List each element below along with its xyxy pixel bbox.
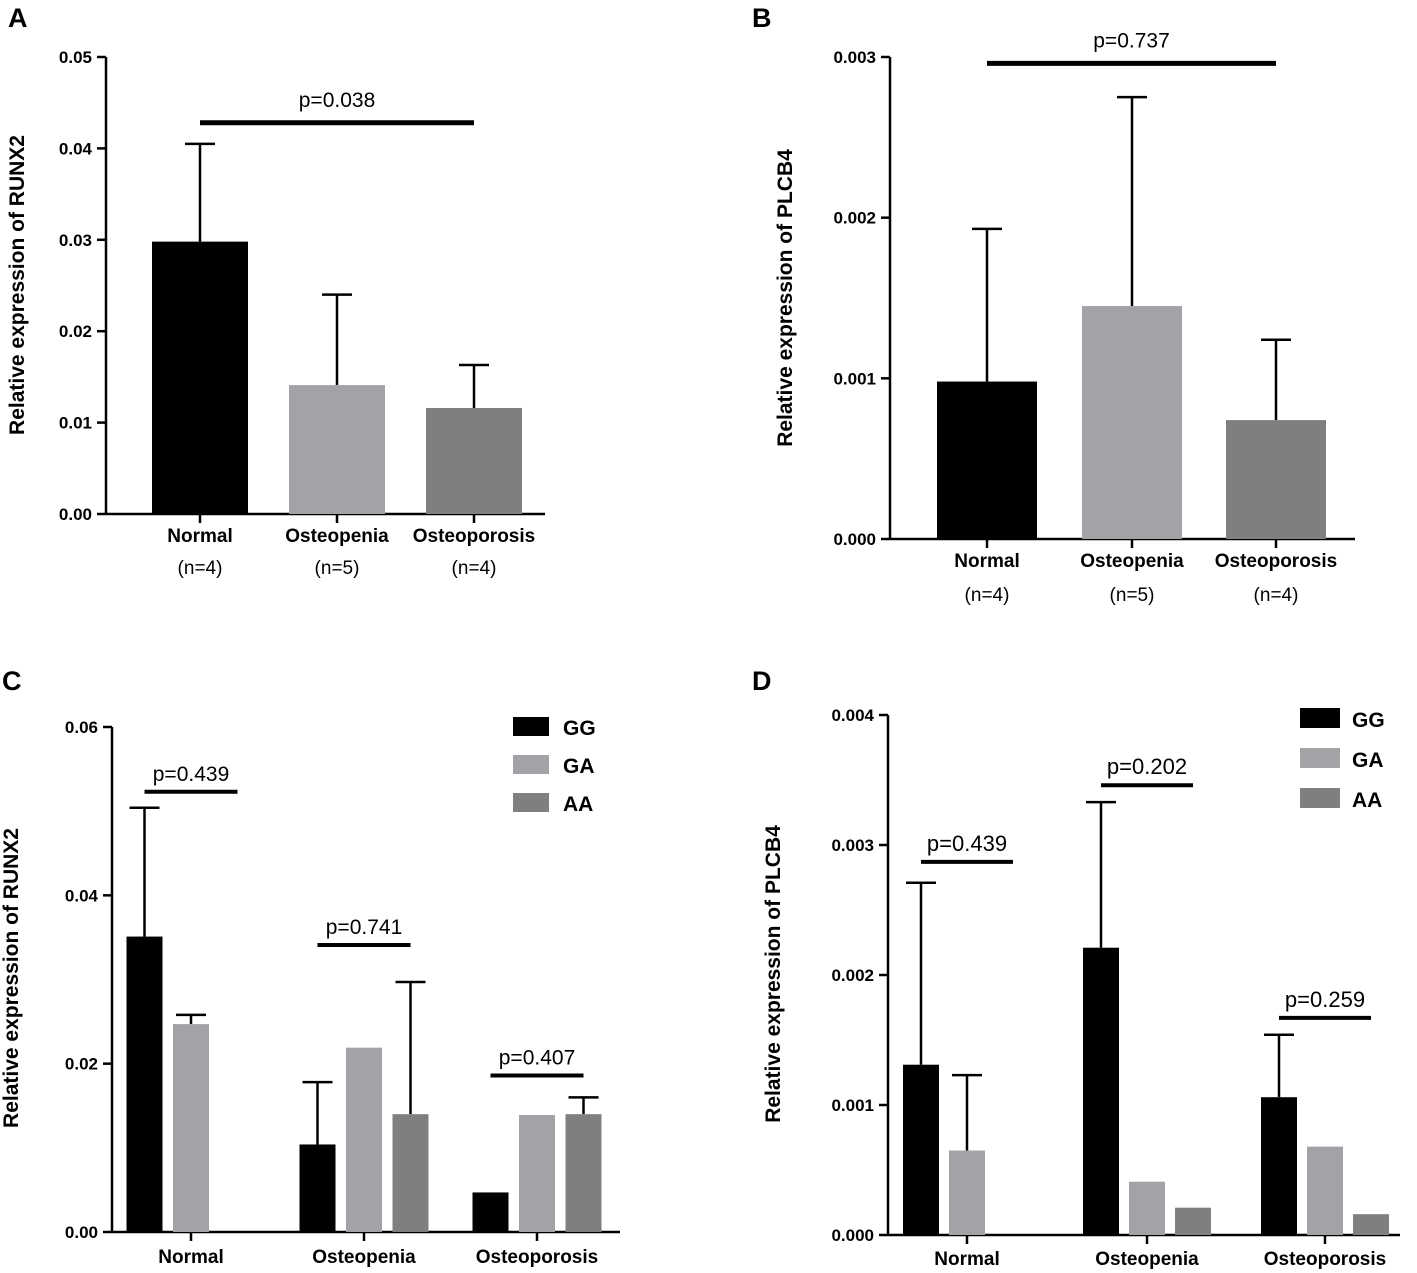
x-category-label: Osteoporosis [1264,1249,1386,1270]
panel-label-b: B [752,3,772,33]
x-category-label: Normal [934,1249,999,1270]
bar-gg-normal [903,1064,939,1235]
y-tick-label: 0.001 [833,369,876,388]
y-axis-label: Relative expression of RUNX2 [6,135,29,435]
y-axis-label: Relative expression of PLCB4 [774,149,797,447]
bar-ga-osteopenia [346,1047,382,1232]
x-sample-size-label: (n=4) [178,558,223,579]
bar-osteoporosis [426,407,522,514]
bar-aa-osteopenia [392,1114,429,1232]
y-axis-label: Relative expression of PLCB4 [762,825,785,1123]
legend-swatch-aa [1300,788,1340,808]
legend-swatch-gg [513,717,549,736]
y-tick-label: 0.001 [831,1096,874,1115]
bar-aa-osteoporosis [565,1114,602,1232]
p-value-label: p=0.259 [1285,987,1365,1012]
p-value-label: p=0.439 [153,763,230,786]
x-sample-size-label: (n=5) [315,558,360,579]
bar-osteopenia [1082,306,1182,539]
x-category-label: Osteoporosis [413,526,535,547]
bar-ga-osteoporosis [1307,1146,1343,1235]
y-tick-label: 0.000 [833,530,876,549]
bar-ga-osteopenia [1129,1181,1165,1235]
bar-gg-osteopenia [1083,947,1119,1235]
y-tick-label: 0.003 [833,48,876,67]
panel-label-a: A [8,3,28,33]
p-value-label: p=0.741 [326,916,403,939]
p-value-label: p=0.439 [927,831,1007,856]
y-tick-label: 0.01 [59,414,92,433]
x-category-label: Osteopenia [285,526,389,547]
panel-label-d: D [752,666,772,696]
y-tick-label: 0.05 [59,48,92,67]
legend-label-aa: AA [563,793,593,816]
x-category-label: Osteoporosis [476,1247,598,1268]
y-tick-label: 0.03 [59,231,92,250]
x-category-label: Normal [158,1247,223,1268]
legend-swatch-aa [513,793,549,812]
y-tick-label: 0.04 [65,886,99,905]
y-tick-label: 0.003 [831,836,874,855]
x-category-label: Normal [167,526,232,547]
legend-swatch-gg [1300,708,1340,728]
y-tick-label: 0.000 [831,1226,874,1245]
legend-swatch-ga [1300,748,1340,768]
bar-gg-osteopenia [299,1144,336,1232]
x-sample-size-label: (n=5) [1110,585,1155,606]
bar-ga-normal [949,1150,985,1235]
bar-gg-osteoporosis [1261,1097,1297,1235]
y-tick-label: 0.004 [831,706,874,725]
p-value-label: p=0.737 [1093,29,1170,52]
y-tick-label: 0.02 [65,1055,98,1074]
y-tick-label: 0.002 [833,209,876,228]
legend-label-ga: GA [1352,749,1384,772]
bar-osteoporosis [1226,420,1326,539]
y-tick-label: 0.00 [59,505,92,524]
p-value-label: p=0.202 [1107,754,1187,779]
x-sample-size-label: (n=4) [1254,585,1299,606]
bar-normal [152,241,248,515]
bar-aa-osteopenia [1175,1207,1211,1235]
y-tick-label: 0.002 [831,966,874,985]
y-tick-label: 0.06 [65,718,98,737]
legend-label-gg: GG [563,717,596,740]
x-category-label: Normal [954,551,1019,572]
bar-gg-osteoporosis [472,1192,509,1232]
legend-label-gg: GG [1352,709,1385,732]
bar-osteopenia [289,385,385,514]
x-category-label: Osteopenia [1080,551,1184,572]
x-category-label: Osteopenia [1095,1249,1199,1270]
y-tick-label: 0.02 [59,322,92,341]
y-axis-label: Relative expression of RUNX2 [0,828,23,1128]
p-value-label: p=0.407 [499,1046,576,1069]
panel-c: C 0.00 0.02 0.04 0.06 Relative expression of … [0,666,620,1268]
bar-aa-osteoporosis [1353,1214,1389,1235]
bar-normal [937,381,1037,539]
bar-ga-normal [173,1024,209,1232]
y-tick-label: 0.04 [59,139,93,158]
x-category-label: Osteoporosis [1215,551,1337,572]
legend-swatch-ga [513,755,549,774]
x-category-label: Osteopenia [312,1247,416,1268]
y-tick-label: 0.00 [65,1223,98,1242]
legend-label-ga: GA [563,755,595,778]
p-value-label: p=0.038 [299,89,376,112]
bar-gg-normal [126,936,163,1232]
x-sample-size-label: (n=4) [452,558,497,579]
legend-label-aa: AA [1352,789,1382,812]
panel-d: D 0.000 0.001 0.002 0.003 0.004 Relative expre… [752,666,1400,1270]
bar-ga-osteoporosis [519,1115,555,1232]
panel-a: A 0.00 0.01 0.02 0.03 0.04 0.05 Relative expres… [6,3,545,579]
panel-label-c: C [2,666,22,696]
panel-b: B 0.000 0.001 0.002 0.003 Relative expression… [752,3,1355,606]
x-sample-size-label: (n=4) [965,585,1010,606]
